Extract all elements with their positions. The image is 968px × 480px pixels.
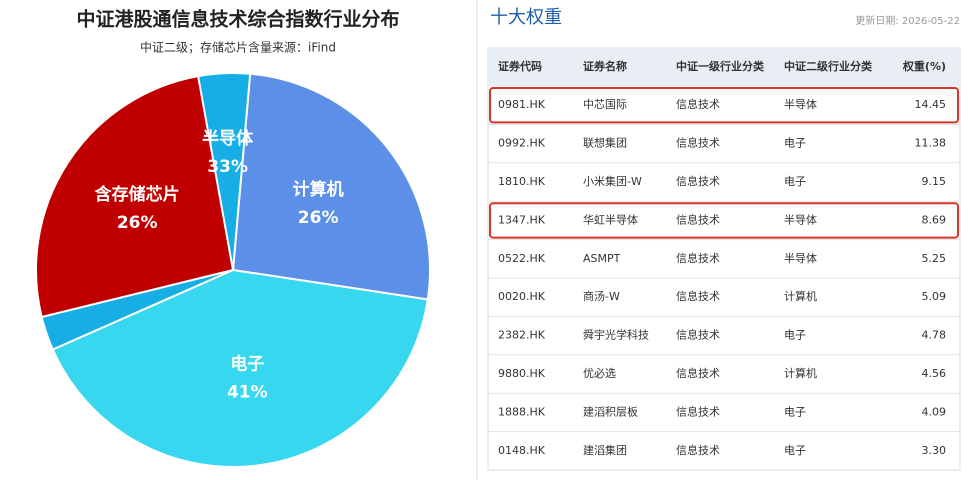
table-cell: 14.45	[915, 98, 947, 111]
table-cell: 11.38	[915, 137, 947, 150]
table-cell: 信息技术	[676, 443, 720, 457]
table-cell: 联想集团	[583, 136, 627, 150]
chart-subtitle: 中证二级；存储芯片含量来源：iFind	[140, 40, 336, 55]
table-cell: 8.69	[922, 213, 947, 226]
table-cell: 电子	[784, 444, 806, 457]
column-header: 权重(%)	[902, 59, 946, 73]
pie-slice	[231, 72, 431, 301]
table-cell: 中芯国际	[583, 97, 627, 111]
pie: 计算机 26% 电子 41% 半导体 33% 含存储芯片 26%	[35, 72, 431, 468]
column-header: 中证一级行业分类	[676, 59, 765, 73]
table-cell: 优必选	[583, 367, 616, 380]
table-cell: 信息技术	[676, 97, 720, 111]
slice-label: 计算机	[293, 179, 344, 200]
table-cell: 信息技术	[676, 328, 720, 342]
table-frame	[487, 47, 961, 471]
table-cell: 信息技术	[676, 251, 720, 265]
table-cell: 9880.HK	[498, 367, 546, 380]
table-cell: 1810.HK	[498, 175, 546, 188]
table-cell: 0020.HK	[498, 290, 546, 303]
table-cell: 商汤-W	[583, 289, 620, 303]
table-cell: 信息技术	[676, 366, 720, 380]
table-cell: 计算机	[784, 366, 817, 380]
table-cell: 1347.HK	[498, 213, 546, 226]
table-cell: 舜宇光学科技	[583, 328, 649, 342]
table-header-bg	[488, 48, 960, 86]
table-cell: 信息技术	[676, 404, 720, 418]
slice-value: 26%	[298, 208, 339, 228]
table-cell: 3.30	[922, 444, 947, 457]
table-cell: 华虹半导体	[583, 212, 638, 226]
row-highlight	[489, 87, 959, 124]
table-cell: 4.56	[922, 367, 947, 380]
table-cell: 信息技术	[676, 212, 720, 226]
table-title: 十大权重	[490, 7, 562, 28]
table-cell: ASMPT	[583, 252, 621, 265]
table-cell: 4.09	[922, 405, 947, 418]
slice-label: 半导体	[202, 128, 254, 149]
column-header: 中证二级行业分类	[784, 59, 873, 73]
table-cell: 计算机	[784, 289, 817, 303]
table-cell: 半导体	[784, 212, 817, 226]
table: 证券代码 证券名称 中证一级行业分类 中证二级行业分类 权重(%) 0981.HK 中芯国际…	[487, 47, 961, 471]
table-cell: 0148.HK	[498, 444, 546, 457]
slice-value: 41%	[227, 382, 268, 402]
chart-title: 中证港股通信息技术综合指数行业分布	[76, 8, 399, 31]
column-header: 证券名称	[583, 59, 627, 73]
table-cell: 0981.HK	[498, 98, 546, 111]
table-cell: 0992.HK	[498, 137, 546, 150]
column-header: 证券代码	[498, 59, 542, 73]
table-cell: 1888.HK	[498, 405, 546, 418]
table-cell: 信息技术	[676, 289, 720, 303]
table-cell: 电子	[784, 137, 806, 150]
table-cell: 5.25	[922, 252, 947, 265]
table-cell: 半导体	[784, 251, 817, 265]
table-cell: 小米集团-W	[583, 174, 642, 188]
slice-label: 电子	[230, 353, 264, 374]
table-cell: 9.15	[922, 175, 947, 188]
slice-label: 含存储芯片	[95, 184, 180, 205]
table-cell: 电子	[784, 405, 806, 418]
table-cell: 5.09	[922, 290, 947, 303]
table-cell: 建滔集团	[583, 443, 627, 457]
table-cell: 建滔积层板	[583, 404, 638, 418]
table-cell: 电子	[784, 329, 806, 342]
table-cell: 0522.HK	[498, 252, 546, 265]
table-cell: 信息技术	[676, 174, 720, 188]
pie-slice	[51, 268, 429, 468]
slice-value: 26%	[117, 213, 158, 233]
table-cell: 4.78	[922, 329, 947, 342]
slice-value: 33%	[207, 157, 248, 177]
table-cell: 半导体	[784, 97, 817, 111]
table-cell: 2382.HK	[498, 329, 546, 342]
highlight-slice	[35, 74, 235, 319]
table-cell: 电子	[784, 175, 806, 188]
table-cell: 信息技术	[676, 136, 720, 150]
update-date: 更新日期: 2026-05-22	[855, 14, 960, 27]
row-highlight	[489, 202, 959, 239]
